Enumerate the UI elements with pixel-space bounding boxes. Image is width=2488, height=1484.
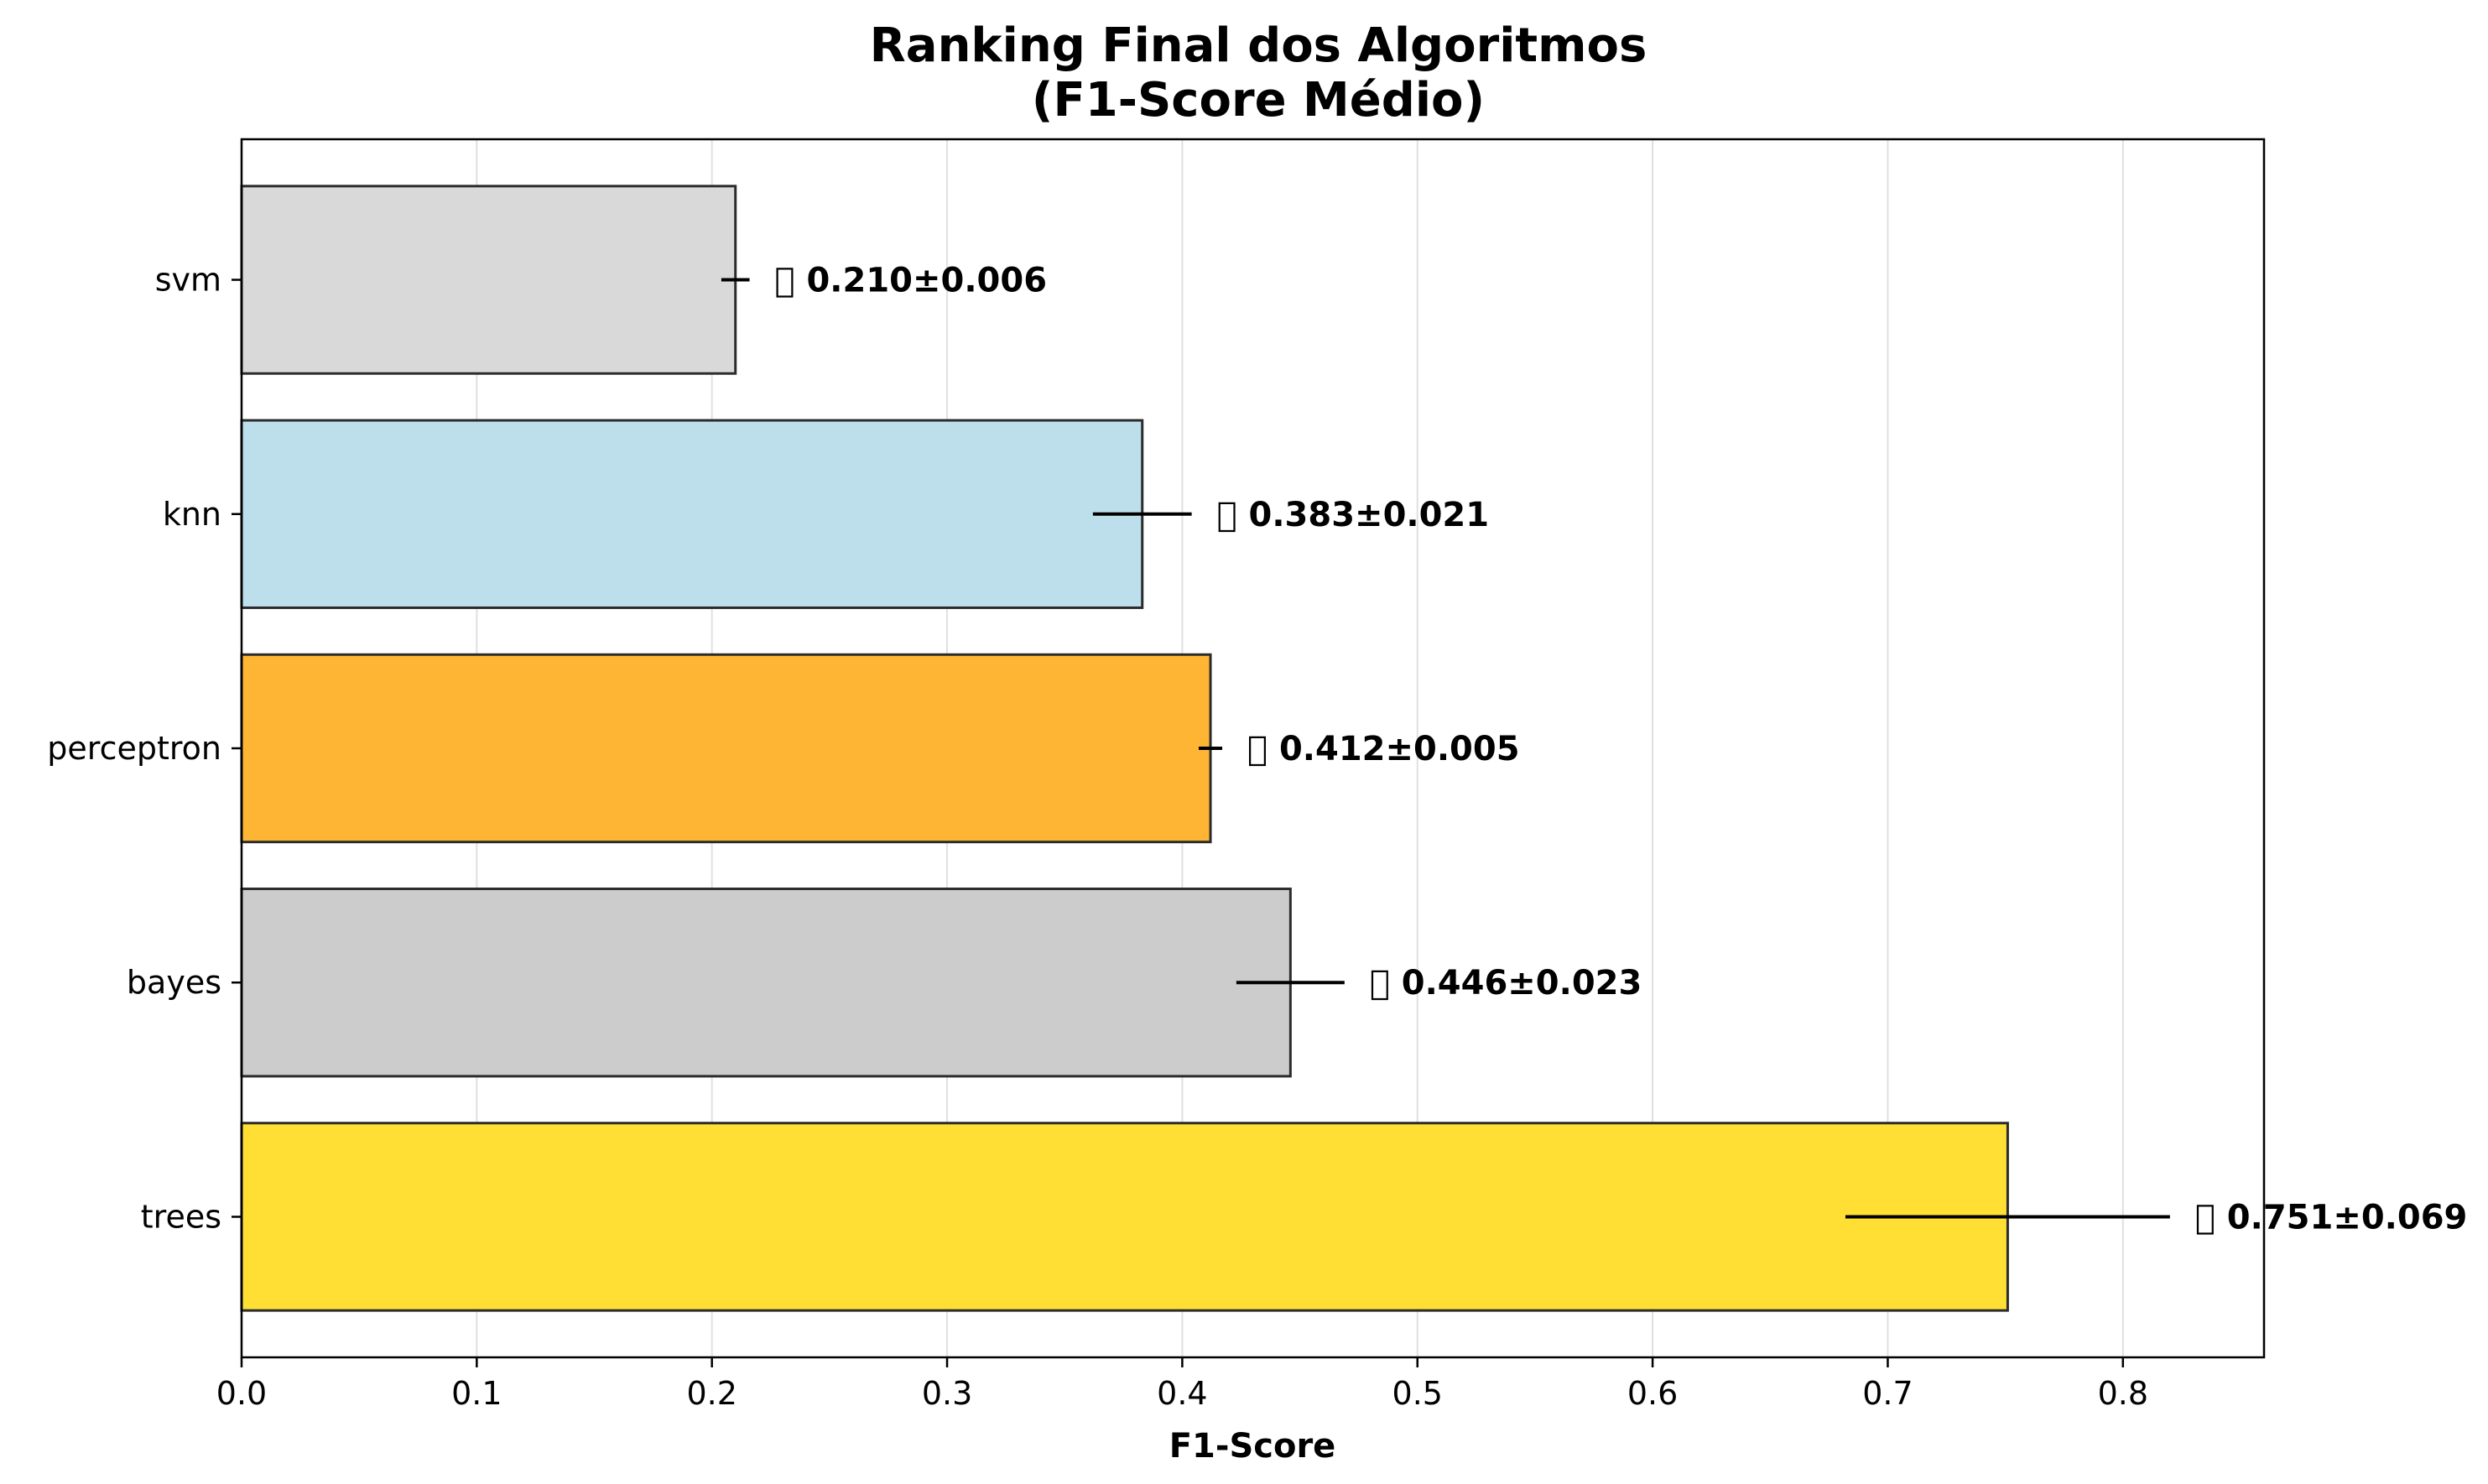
bar-bayes (240, 888, 1292, 1078)
data-label-trees: 􀀀 0.751±0.069 (2195, 1198, 2468, 1237)
x-tick-label: 0.1 (451, 1375, 502, 1412)
x-tick-label: 0.6 (1627, 1375, 1678, 1412)
data-label-svm: 􀀀 0.210±0.006 (775, 262, 1048, 300)
x-axis-label: F1-Score (1169, 1427, 1336, 1466)
x-tick-label: 0.3 (922, 1375, 972, 1412)
bar-series (240, 185, 2009, 1312)
y-tick-label-svm: svm (155, 262, 221, 299)
chart-title-line-2: (F1-Score Médio) (1032, 73, 1485, 128)
chart-title-line-1: Ranking Final dos Algoritmos (870, 18, 1647, 73)
y-tick-label-bayes: bayes (127, 964, 221, 1001)
bar-trees (240, 1122, 2009, 1312)
x-tick-label: 0.8 (2098, 1375, 2148, 1412)
error-bars (721, 278, 2170, 1219)
x-tick-label: 0.5 (1392, 1375, 1443, 1412)
y-tick-label-trees: trees (141, 1198, 221, 1235)
bar-svm (240, 185, 737, 375)
data-labels: 􀀀 0.210±0.006 􀀀 0.383±0.021 􀀀 0.412±0.005 􀀀… (775, 262, 2468, 1237)
x-axis-ticks: 0.0 0.1 0.2 0.3 0.4 0.5 0.6 0.7 0.8 (216, 1357, 2148, 1412)
data-label-perceptron: 􀀀 0.412±0.005 (1247, 730, 1520, 768)
x-tick-label: 0.4 (1157, 1375, 1207, 1412)
data-label-bayes: 􀀀 0.446±0.023 (1370, 964, 1642, 1002)
data-label-knn: 􀀀 0.383±0.021 (1217, 496, 1490, 534)
y-axis-ticks: svm knn perceptron bayes trees (47, 262, 242, 1235)
x-tick-label: 0.7 (1862, 1375, 1913, 1412)
bar-perceptron (240, 653, 1212, 844)
y-tick-label-perceptron: perceptron (47, 730, 221, 767)
y-tick-label-knn: knn (163, 496, 221, 533)
x-tick-label: 0.0 (216, 1375, 267, 1412)
x-tick-label: 0.2 (686, 1375, 737, 1412)
bar-knn (240, 419, 1144, 609)
